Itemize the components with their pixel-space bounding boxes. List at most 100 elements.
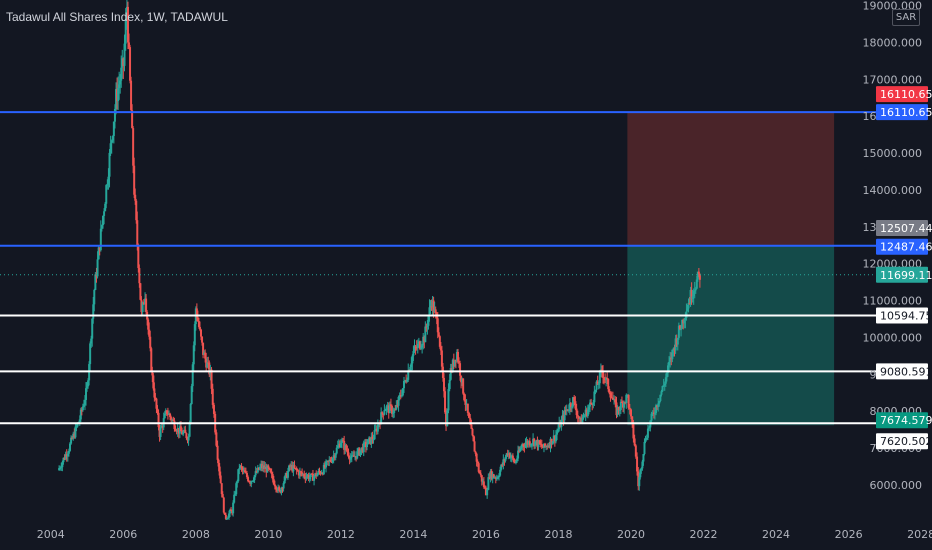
candle-body	[267, 465, 270, 468]
candle-body	[678, 325, 681, 329]
candle-body	[185, 433, 188, 438]
candle-body	[342, 440, 345, 442]
candle-body	[552, 435, 555, 442]
candle-body	[461, 378, 464, 383]
candle-body	[291, 465, 294, 472]
candle-body	[270, 472, 273, 475]
candle-body	[219, 475, 222, 484]
candle-body	[327, 460, 330, 462]
candle-body	[449, 368, 452, 380]
candle-body	[254, 471, 257, 476]
candle-body	[133, 165, 136, 195]
candle-body	[280, 487, 283, 493]
candle-body	[631, 416, 634, 425]
candle-body	[698, 273, 701, 280]
candle-body	[161, 425, 164, 428]
candle-body	[566, 409, 569, 411]
candle-body	[81, 406, 84, 411]
candle-body	[632, 424, 635, 439]
price-badge	[876, 363, 928, 380]
candle-body	[248, 481, 251, 483]
candle-body	[480, 475, 483, 482]
candle-body	[619, 401, 622, 410]
candle-body	[488, 477, 491, 479]
candle-body	[283, 476, 286, 484]
candle-body	[188, 422, 191, 437]
candle-body	[682, 319, 685, 324]
candle-body	[294, 468, 297, 470]
candle-body	[367, 439, 370, 445]
candle-body	[697, 271, 700, 274]
candle-body	[136, 220, 139, 246]
candle-body	[129, 47, 132, 81]
candle-body	[385, 406, 388, 411]
candle-body	[232, 502, 235, 514]
candle-body	[110, 140, 113, 144]
candle-body	[562, 415, 565, 421]
candle-body	[76, 422, 79, 427]
candle-body	[163, 413, 166, 419]
candle-body	[78, 419, 81, 423]
price-badge	[876, 412, 928, 429]
candle-body	[400, 395, 403, 397]
candle-body	[658, 400, 661, 404]
candle-body	[201, 336, 204, 343]
candle-body	[466, 403, 469, 413]
candle-body	[80, 409, 83, 411]
candle-body	[90, 338, 93, 344]
candle-body	[322, 464, 325, 475]
candle-body	[365, 444, 368, 448]
candle-body	[502, 459, 505, 466]
candle-body	[528, 441, 531, 446]
candle-body	[164, 410, 167, 414]
candle-body	[74, 426, 77, 438]
candle-body	[450, 368, 453, 371]
candle-body	[245, 473, 248, 478]
candle-body	[583, 415, 586, 417]
candle-body	[336, 445, 339, 448]
candle-body	[670, 357, 673, 360]
candle-body	[83, 399, 86, 405]
candle-body	[546, 445, 549, 447]
candle-body	[222, 497, 225, 513]
candle-body	[323, 464, 326, 468]
candle-body	[311, 473, 314, 481]
candle-body	[67, 450, 70, 454]
candle-body	[665, 372, 668, 378]
candle-body	[98, 247, 101, 251]
candle-body	[603, 377, 606, 379]
candle-body	[520, 447, 523, 449]
candle-body	[643, 441, 646, 455]
candle-body	[132, 128, 135, 166]
candle-body	[82, 404, 85, 407]
candle-body	[362, 442, 365, 453]
candle-body	[610, 397, 613, 399]
candle-body	[205, 358, 208, 368]
candle-body	[84, 388, 87, 400]
candle-body	[354, 456, 357, 458]
candle-body	[347, 452, 350, 457]
candle-body	[569, 403, 572, 408]
candle-body	[484, 487, 487, 496]
candle-body	[105, 185, 108, 204]
candle-body	[112, 121, 115, 137]
candle-body	[165, 410, 168, 414]
candle-body	[116, 89, 119, 102]
price-badge	[876, 104, 928, 121]
price-badge	[876, 219, 928, 236]
candle-body	[646, 428, 649, 438]
candle-body	[127, 42, 130, 48]
candle-body	[184, 429, 187, 434]
candle-body	[455, 351, 458, 362]
candle-body	[370, 436, 373, 445]
candle-body	[574, 401, 577, 409]
currency-button[interactable]: SAR	[892, 9, 920, 26]
candle-body	[432, 300, 435, 313]
candle-body	[151, 370, 154, 376]
candle-body	[411, 355, 414, 364]
candle-body	[278, 487, 281, 491]
candle-body	[126, 6, 129, 43]
candle-body	[178, 426, 181, 434]
